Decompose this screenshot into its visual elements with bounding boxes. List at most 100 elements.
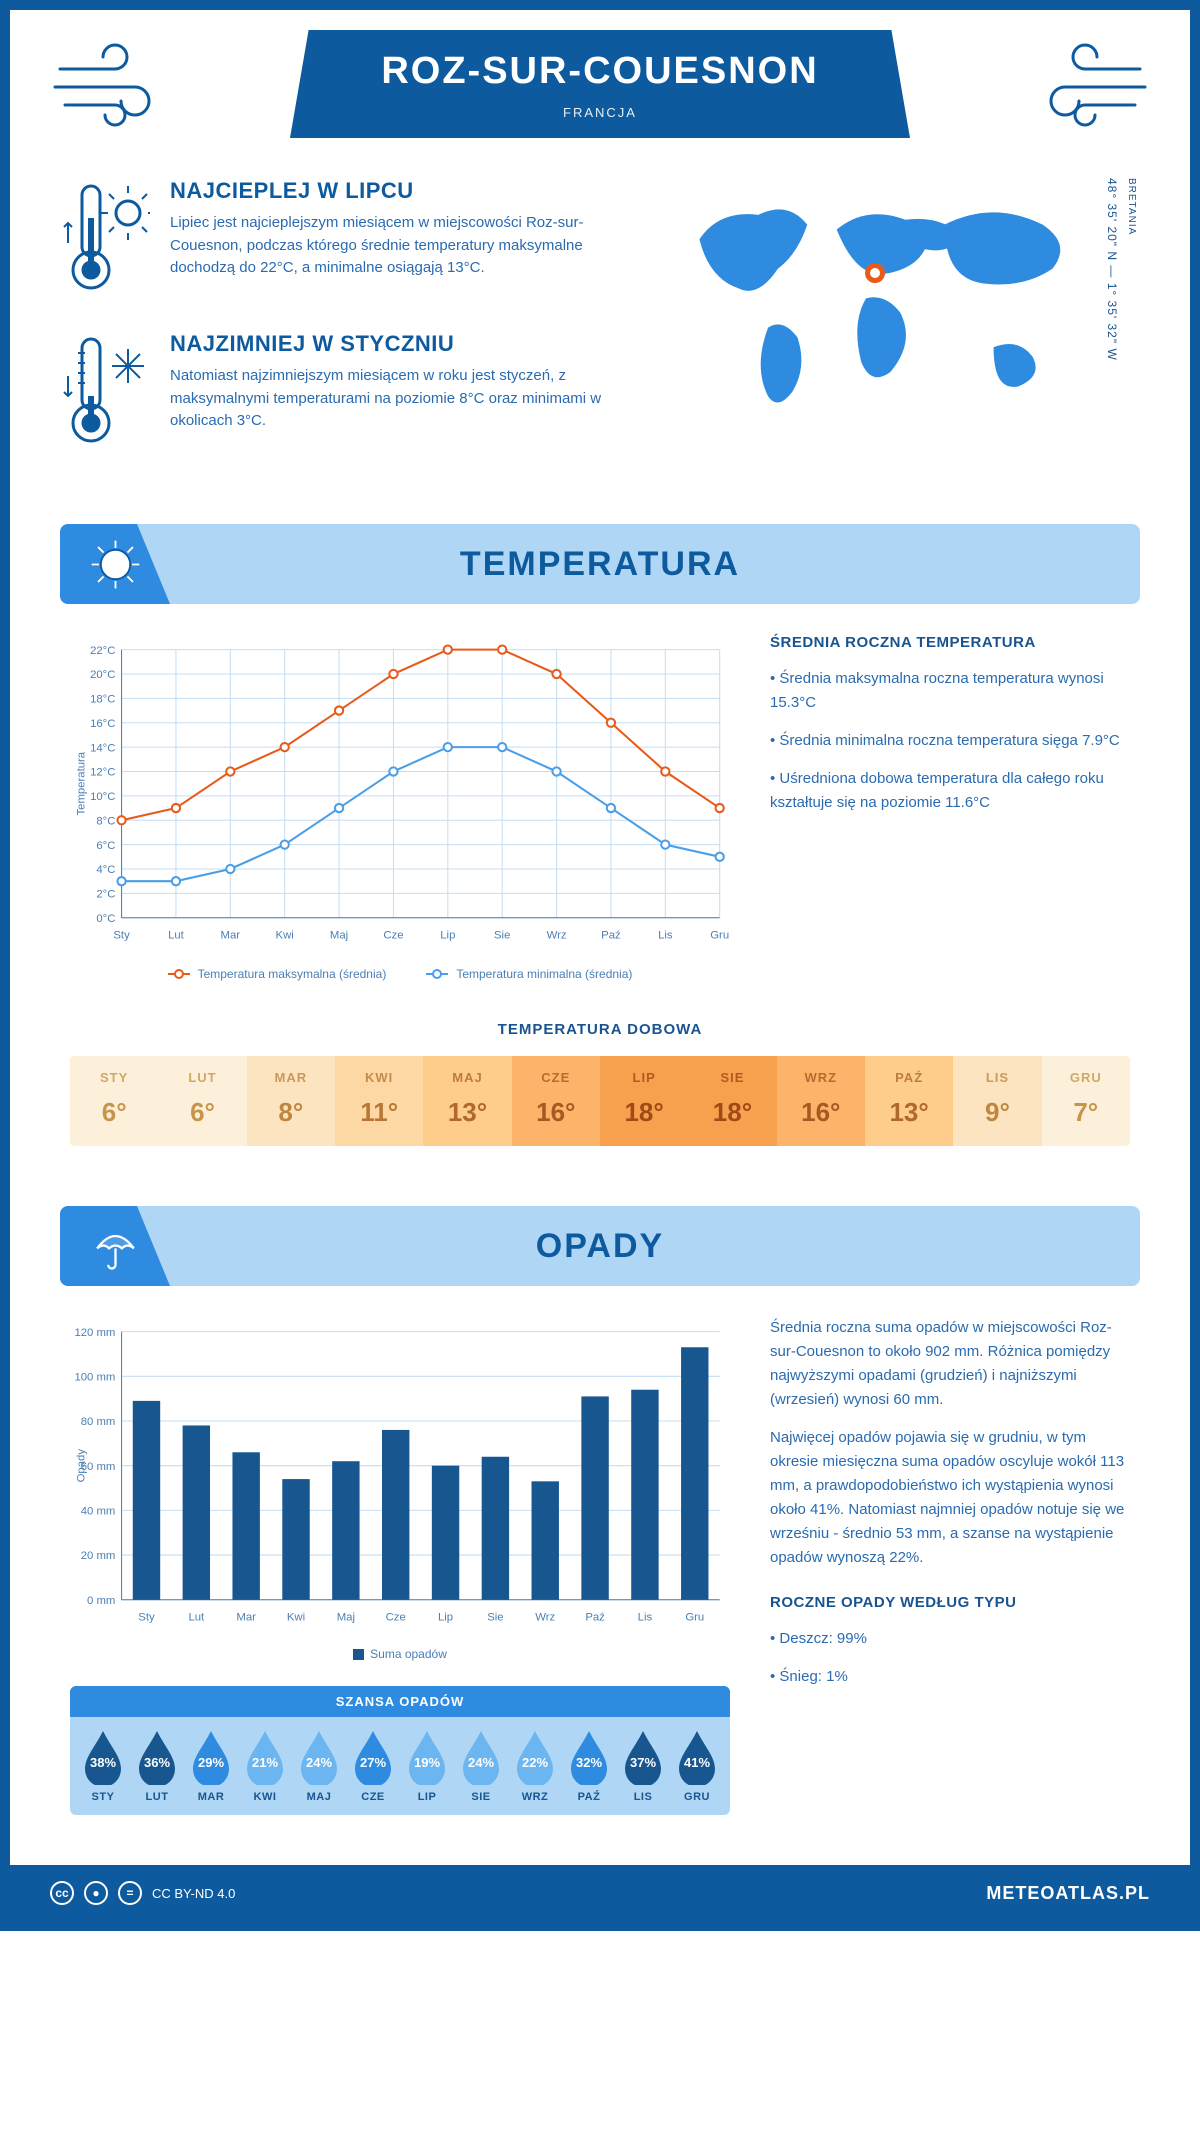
svg-text:Temperatura: Temperatura (75, 751, 87, 815)
map-coords: BRETANIA 48° 35' 20" N — 1° 35' 32" W (1092, 178, 1140, 361)
svg-text:Sty: Sty (113, 929, 130, 941)
map-pin-icon (865, 263, 885, 283)
raindrop-icon: 24% (297, 1729, 341, 1785)
svg-text:Kwi: Kwi (287, 1611, 305, 1623)
world-map-icon (670, 178, 1092, 438)
svg-text:12°C: 12°C (90, 767, 115, 779)
daily-temp-cell: CZE16° (512, 1056, 600, 1146)
svg-text:8°C: 8°C (96, 815, 115, 827)
svg-text:Cze: Cze (386, 1611, 406, 1623)
chance-cell: 22% WRZ (508, 1729, 562, 1803)
city-title: ROZ-SUR-COUESNON (350, 50, 850, 93)
daily-temperature-table: TEMPERATURA DOBOWA STY6° LUT6° MAR8° KWI… (10, 1011, 1190, 1186)
raindrop-icon: 21% (243, 1729, 287, 1785)
chance-cell: 36% LUT (130, 1729, 184, 1803)
daily-temp-cell: SIE18° (688, 1056, 776, 1146)
wind-icon (50, 39, 190, 129)
raindrop-icon: 36% (135, 1729, 179, 1785)
fact-hottest: NAJCIEPLEJ W LIPCU Lipiec jest najcieple… (60, 178, 640, 303)
svg-text:10°C: 10°C (90, 791, 115, 803)
svg-text:20 mm: 20 mm (81, 1550, 116, 1562)
svg-text:16°C: 16°C (90, 718, 115, 730)
svg-text:Mar: Mar (221, 929, 241, 941)
daily-temp-cell: KWI11° (335, 1056, 423, 1146)
svg-text:Lut: Lut (168, 929, 185, 941)
svg-text:Cze: Cze (383, 929, 403, 941)
svg-text:100 mm: 100 mm (74, 1371, 115, 1383)
raindrop-icon: 27% (351, 1729, 395, 1785)
daily-temp-cell: GRU7° (1042, 1056, 1130, 1146)
precipitation-summary: Średnia roczna suma opadów w miejscowośc… (770, 1316, 1130, 1815)
rain-chance-block: SZANSA OPADÓW 38% STY 36% LUT 29% MAR 21… (70, 1686, 730, 1815)
chance-cell: 24% MAJ (292, 1729, 346, 1803)
svg-text:Paź: Paź (585, 1611, 605, 1623)
svg-text:120 mm: 120 mm (74, 1327, 115, 1339)
svg-text:Gru: Gru (710, 929, 729, 941)
temperature-summary: ŚREDNIA ROCZNA TEMPERATURA • Średnia mak… (770, 634, 1130, 981)
raindrop-icon: 41% (675, 1729, 719, 1785)
section-temperature-header: TEMPERATURA (60, 524, 1140, 604)
svg-text:Lis: Lis (658, 929, 673, 941)
daily-temp-cell: LUT6° (158, 1056, 246, 1146)
svg-text:22°C: 22°C (90, 645, 115, 657)
raindrop-icon: 29% (189, 1729, 233, 1785)
chance-cell: 29% MAR (184, 1729, 238, 1803)
svg-text:Sie: Sie (487, 1611, 503, 1623)
svg-text:4°C: 4°C (96, 864, 115, 876)
daily-temp-cell: LIP18° (600, 1056, 688, 1146)
chance-cell: 19% LIP (400, 1729, 454, 1803)
fact-hot-text: Lipiec jest najcieplejszym miesiącem w m… (170, 212, 640, 280)
temperature-line-chart: 0°C2°C4°C6°C8°C10°C12°C14°C16°C18°C20°C2… (70, 634, 730, 981)
daily-temp-cell: STY6° (70, 1056, 158, 1146)
footer: cc ● = CC BY-ND 4.0 METEOATLAS.PL (10, 1865, 1190, 1921)
daily-temp-cell: WRZ16° (777, 1056, 865, 1146)
svg-text:Mar: Mar (236, 1611, 256, 1623)
precipitation-bar-chart: 0 mm20 mm40 mm60 mm80 mm100 mm120 mmOpad… (70, 1316, 730, 1815)
fact-hot-title: NAJCIEPLEJ W LIPCU (170, 178, 640, 204)
svg-text:Wrz: Wrz (547, 929, 567, 941)
raindrop-icon: 38% (81, 1729, 125, 1785)
svg-text:Sty: Sty (138, 1611, 155, 1623)
svg-text:0 mm: 0 mm (87, 1595, 115, 1607)
raindrop-icon: 24% (459, 1729, 503, 1785)
thermometer-snow-icon (60, 331, 150, 456)
chance-cell: 37% LIS (616, 1729, 670, 1803)
license-label: CC BY-ND 4.0 (152, 1886, 235, 1901)
site-brand: METEOATLAS.PL (986, 1883, 1150, 1904)
svg-text:2°C: 2°C (96, 889, 115, 901)
svg-text:Maj: Maj (337, 1611, 355, 1623)
chance-cell: 32% PAŹ (562, 1729, 616, 1803)
raindrop-icon: 37% (621, 1729, 665, 1785)
cc-nd-icon: = (118, 1881, 142, 1905)
svg-text:20°C: 20°C (90, 669, 115, 681)
world-map-block: BRETANIA 48° 35' 20" N — 1° 35' 32" W (670, 178, 1140, 484)
section-precipitation-header: OPADY (60, 1206, 1140, 1286)
cc-by-icon: ● (84, 1881, 108, 1905)
legend-min: Temperatura minimalna (średnia) (426, 967, 632, 981)
svg-text:Paź: Paź (601, 929, 621, 941)
country-label: FRANCJA (350, 105, 850, 120)
svg-text:Sie: Sie (494, 929, 510, 941)
wind-icon (1010, 39, 1150, 129)
chance-cell: 38% STY (76, 1729, 130, 1803)
svg-text:Lut: Lut (188, 1611, 205, 1623)
svg-text:Kwi: Kwi (276, 929, 294, 941)
chance-cell: 27% CZE (346, 1729, 400, 1803)
chance-cell: 41% GRU (670, 1729, 724, 1803)
title-banner: ROZ-SUR-COUESNON FRANCJA (290, 30, 910, 138)
fact-coldest: NAJZIMNIEJ W STYCZNIU Natomiast najzimni… (60, 331, 640, 456)
fact-cold-title: NAJZIMNIEJ W STYCZNIU (170, 331, 640, 357)
raindrop-icon: 19% (405, 1729, 449, 1785)
legend-max: Temperatura maksymalna (średnia) (168, 967, 387, 981)
svg-text:Lip: Lip (438, 1611, 453, 1623)
svg-text:6°C: 6°C (96, 840, 115, 852)
svg-text:Lis: Lis (638, 1611, 653, 1623)
svg-text:14°C: 14°C (90, 742, 115, 754)
daily-temp-cell: MAR8° (247, 1056, 335, 1146)
thermometer-sun-icon (60, 178, 150, 303)
chance-cell: 24% SIE (454, 1729, 508, 1803)
daily-temp-cell: PAŹ13° (865, 1056, 953, 1146)
svg-text:0°C: 0°C (96, 913, 115, 925)
svg-text:Maj: Maj (330, 929, 348, 941)
svg-text:Wrz: Wrz (535, 1611, 555, 1623)
